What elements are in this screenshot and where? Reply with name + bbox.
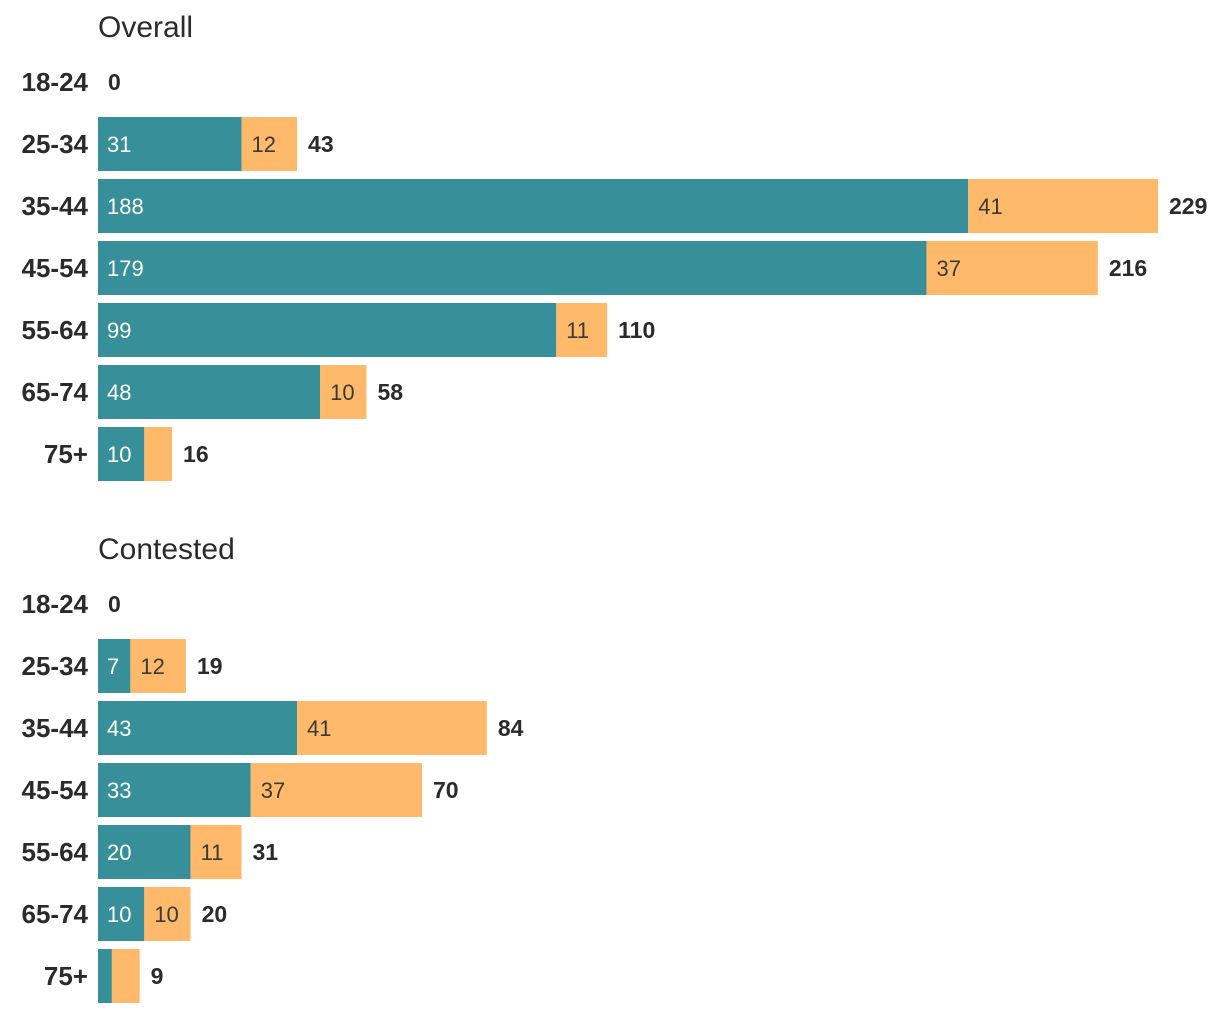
total-label: 16 (183, 441, 209, 467)
segment-label-teal: 7 (107, 654, 119, 679)
bar-segment-orange (190, 825, 242, 879)
bar-segment-teal (98, 179, 969, 233)
segment-label-teal: 20 (107, 840, 131, 865)
total-label: 9 (151, 963, 164, 989)
chart-title-overall: Overall (98, 11, 193, 44)
total-label: 216 (1109, 255, 1147, 281)
total-label: 0 (108, 591, 121, 617)
category-label: 55-64 (22, 315, 89, 345)
segment-label-orange: 12 (140, 654, 164, 679)
bar-segment-teal (98, 887, 145, 941)
bar-segment-teal (98, 303, 557, 357)
bar-segment-orange (297, 701, 487, 755)
segment-label-orange: 41 (978, 194, 1002, 219)
segment-label-teal: 10 (107, 442, 131, 467)
category-label: 18-24 (22, 589, 89, 619)
total-label: 0 (108, 69, 121, 95)
segment-label-teal: 99 (107, 318, 131, 343)
segment-label-teal: 31 (107, 132, 131, 157)
bar-segment-orange (556, 303, 608, 357)
segment-label-teal: 179 (107, 256, 144, 281)
bar-segment-teal (98, 117, 242, 171)
bar-segment-orange (250, 763, 423, 817)
segment-label-orange: 37 (261, 778, 285, 803)
bar-segment-teal (98, 365, 321, 419)
category-label: 65-74 (22, 377, 89, 407)
segment-label-teal: 48 (107, 380, 131, 405)
segment-label-orange: 10 (154, 902, 178, 927)
total-label: 70 (433, 777, 459, 803)
category-label: 45-54 (22, 775, 89, 805)
category-label: 25-34 (22, 129, 89, 159)
bar-segment-orange (320, 365, 367, 419)
segment-label-orange: 41 (307, 716, 331, 741)
segment-label-orange: 10 (330, 380, 354, 405)
total-label: 229 (1169, 193, 1207, 219)
bar-segment-orange (241, 117, 298, 171)
bar-segment-teal (98, 825, 191, 879)
segment-label-teal: 188 (107, 194, 144, 219)
total-label: 43 (308, 131, 334, 157)
bar-segment-teal (98, 427, 145, 481)
total-label: 58 (377, 379, 403, 405)
total-label: 20 (202, 901, 228, 927)
bar-segment-orange (926, 241, 1098, 295)
bar-segment-orange (130, 639, 186, 693)
total-label: 19 (197, 653, 223, 679)
category-label: 25-34 (22, 651, 89, 681)
total-label: 31 (252, 839, 278, 865)
bar-segment-teal (98, 241, 927, 295)
chart-title-contested: Contested (98, 533, 235, 566)
segment-label-orange: 11 (566, 318, 589, 343)
category-label: 18-24 (22, 67, 89, 97)
category-label: 35-44 (22, 191, 89, 221)
category-label: 75+ (44, 961, 88, 991)
bar-segment-orange (968, 179, 1158, 233)
total-label: 110 (618, 317, 655, 343)
category-label: 65-74 (22, 899, 89, 929)
category-label: 45-54 (22, 253, 89, 283)
bar-segment-orange (144, 427, 173, 481)
bar-segment-teal (98, 701, 298, 755)
segment-label-teal: 33 (107, 778, 131, 803)
segment-label-orange: 12 (251, 132, 275, 157)
bar-segment-teal (98, 949, 112, 1003)
category-label: 55-64 (22, 837, 89, 867)
bar-segment-orange (144, 887, 191, 941)
segment-label-teal: 10 (107, 902, 131, 927)
bar-segment-teal (98, 763, 251, 817)
bar-segment-orange (111, 949, 140, 1003)
category-label: 75+ (44, 439, 88, 469)
segment-label-orange: 11 (201, 840, 224, 865)
segment-label-teal: 43 (107, 716, 131, 741)
bar-segment-teal (98, 639, 131, 693)
category-label: 35-44 (22, 713, 89, 743)
total-label: 84 (498, 715, 524, 741)
segment-label-orange: 37 (937, 256, 961, 281)
